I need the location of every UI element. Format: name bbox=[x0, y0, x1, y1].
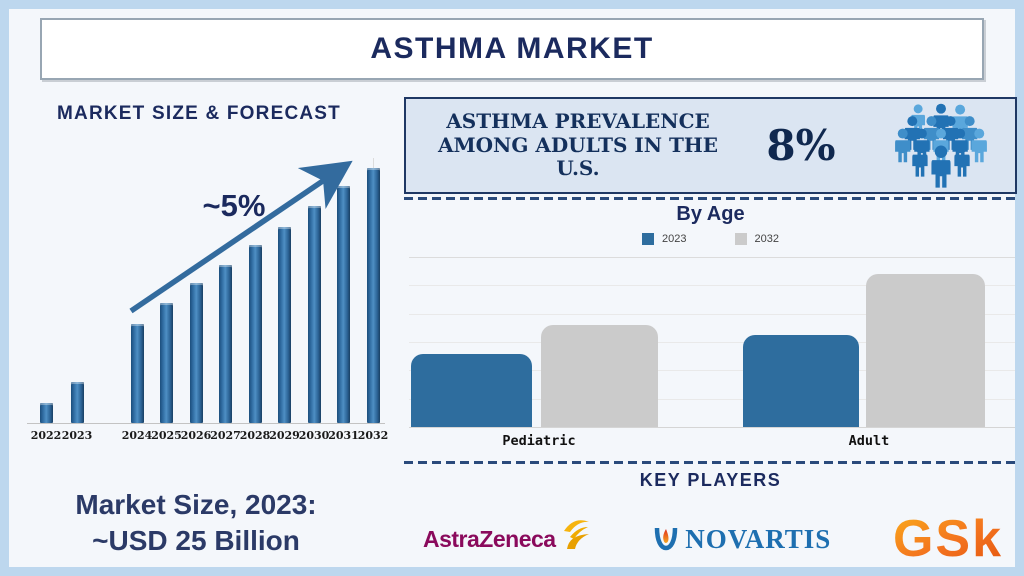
legend-label-2032: 2032 bbox=[754, 233, 779, 245]
forecast-bar-2026 bbox=[189, 282, 203, 423]
forecast-x-label-2024: 2024 bbox=[121, 429, 153, 442]
byage-gridline bbox=[409, 313, 1015, 315]
legend-item-2023: 2023 bbox=[642, 233, 687, 245]
byage-gridline bbox=[409, 257, 1015, 258]
legend-label-2023: 2023 bbox=[662, 233, 687, 245]
forecast-x-label-2027: 2027 bbox=[210, 429, 241, 442]
byage-bar-pediatric-2023 bbox=[411, 353, 532, 427]
prevalence-heading: ASTHMA PREVALENCE AMONG ADULTS IN THE U.… bbox=[437, 109, 719, 181]
forecast-x-axis bbox=[27, 423, 385, 424]
forecast-x-label-2029: 2029 bbox=[269, 429, 300, 442]
dashed-separator-bottom bbox=[404, 461, 1017, 464]
byage-category-adult: Adult bbox=[848, 433, 890, 449]
keyplayers-logos: AstraZeneca NOVARTIS GSk bbox=[409, 501, 1017, 576]
byage-bar-pediatric-2032 bbox=[541, 324, 658, 427]
prevalence-value: 8% bbox=[766, 121, 836, 170]
forecast-bar-2030 bbox=[307, 206, 321, 423]
forecast-bar-2022 bbox=[39, 402, 53, 423]
legend-item-2032: 2032 bbox=[734, 233, 779, 245]
title-box: ASTHMA MARKET bbox=[40, 18, 984, 80]
byage-chart-title: By Age bbox=[676, 203, 745, 225]
growth-rate-label: ~5% bbox=[202, 188, 266, 223]
legend-swatch-2032 bbox=[734, 233, 747, 245]
growth-trend-arrow-icon bbox=[129, 160, 353, 314]
forecast-bar-2023 bbox=[70, 382, 84, 423]
forecast-bar-chart: 2022 2023 2024 2025 2026 2027 2028 2029 2030 2031… bbox=[9, 150, 399, 450]
astrazeneca-mortar-icon bbox=[563, 520, 589, 549]
novartis-logo-text: NOVARTIS bbox=[685, 523, 832, 554]
legend-swatch-2023 bbox=[642, 233, 655, 245]
byage-bar-adult-2023 bbox=[743, 335, 859, 427]
astrazeneca-logo-text: AstraZeneca bbox=[423, 525, 556, 552]
forecast-bar-2028 bbox=[248, 244, 262, 423]
forecast-bar-2024 bbox=[130, 323, 144, 423]
byage-gridline bbox=[409, 285, 1015, 287]
byage-gridline bbox=[409, 370, 1015, 372]
forecast-x-label-2026: 2026 bbox=[180, 429, 212, 442]
forecast-x-label-2023: 2023 bbox=[61, 429, 93, 442]
crowd-people-icon bbox=[866, 102, 1015, 190]
gsk-logo-text: GSk bbox=[892, 510, 1003, 568]
byage-bar-adult-2032 bbox=[866, 274, 985, 427]
forecast-x-label-2032: 2032 bbox=[357, 429, 389, 442]
byage-legend: 2023 2032 bbox=[404, 233, 1017, 245]
forecast-x-label-2028: 2028 bbox=[239, 429, 271, 442]
astrazeneca-logo: AstraZeneca bbox=[423, 520, 592, 553]
page-title: ASTHMA MARKET bbox=[370, 32, 654, 65]
keyplayers-heading: KEY PLAYERS bbox=[639, 470, 782, 490]
byage-gridline bbox=[409, 427, 1015, 428]
forecast-bar-2031 bbox=[337, 185, 350, 423]
market-size-note: Market Size, 2023: ~USD 25 Billion bbox=[21, 487, 371, 559]
market-size-note-line2: ~USD 25 Billion bbox=[92, 524, 300, 556]
dashed-separator-top bbox=[404, 197, 1017, 200]
prevalence-callout: ASTHMA PREVALENCE AMONG ADULTS IN THE U.… bbox=[404, 97, 1017, 194]
byage-bar-chart bbox=[409, 257, 1015, 428]
forecast-x-label-2031: 2031 bbox=[328, 429, 359, 442]
byage-gridline bbox=[409, 342, 1015, 343]
forecast-chart-title: MARKET SIZE & FORECAST bbox=[57, 103, 341, 124]
forecast-x-label-2022: 2022 bbox=[30, 429, 62, 442]
forecast-bar-2025 bbox=[160, 303, 173, 423]
forecast-bar-2032 bbox=[366, 168, 380, 423]
market-size-note-line1: Market Size, 2023: bbox=[75, 489, 317, 520]
byage-gridline bbox=[409, 398, 1015, 400]
forecast-bar-2027 bbox=[219, 264, 232, 423]
novartis-flame-icon bbox=[654, 527, 678, 551]
forecast-bar-2029 bbox=[278, 226, 291, 423]
byage-category-pediatric: Pediatric bbox=[502, 433, 576, 449]
novartis-logo: NOVARTIS bbox=[653, 523, 831, 555]
forecast-x-label-2025: 2025 bbox=[151, 429, 182, 442]
forecast-x-label-2030: 2030 bbox=[298, 429, 330, 442]
gsk-logo: GSk bbox=[893, 513, 1003, 565]
